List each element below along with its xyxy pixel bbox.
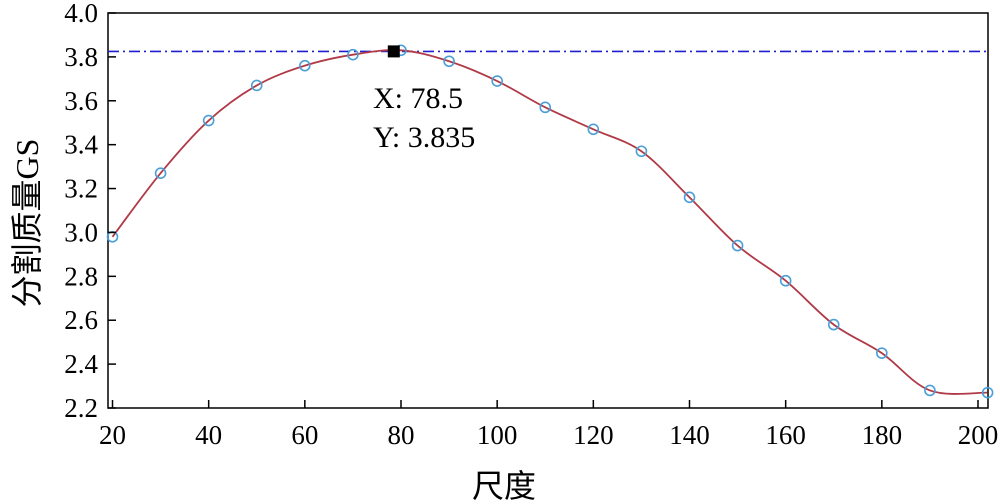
- y-tick-label: 3.2: [64, 174, 98, 204]
- y-tick-label: 4.0: [64, 0, 98, 28]
- data-point: [587, 123, 600, 136]
- data-point: [876, 347, 888, 359]
- y-tick-label: 2.6: [64, 305, 98, 335]
- x-tick-label: 60: [291, 420, 318, 450]
- data-point: [635, 145, 648, 158]
- x-tick-label: 80: [388, 420, 415, 450]
- x-tick-label: 200: [958, 420, 999, 450]
- x-tick-label: 40: [195, 420, 222, 450]
- series-line: [111, 49, 988, 395]
- y-axis-ticks: 4.0 3.8 3.6 3.4 3.2 3.0 2.8 2.6 2.4 2.2: [64, 0, 116, 423]
- annotation-y-label: Y: 3.835: [373, 121, 475, 154]
- data-point: [250, 79, 263, 92]
- x-tick-label: 160: [765, 420, 806, 450]
- data-point: [347, 48, 359, 61]
- data-point: [779, 274, 792, 287]
- y-axis-title: 分割质量GS: [9, 139, 45, 308]
- data-point: [827, 318, 840, 331]
- data-point: [731, 239, 744, 252]
- plot-frame: [107, 12, 989, 409]
- data-point: [539, 101, 552, 114]
- x-tick-label: 20: [99, 420, 126, 450]
- data-point: [981, 386, 994, 399]
- annotation-marker: [387, 45, 400, 58]
- data-point: [299, 59, 311, 72]
- y-tick-label: 3.8: [64, 42, 98, 72]
- data-point: [443, 55, 455, 68]
- data-point: [202, 114, 215, 127]
- y-tick-label: 2.4: [64, 349, 98, 379]
- x-axis-ticks: 20 40 60 80 100 120 140 160 180 200: [99, 400, 998, 450]
- annotation-x-label: X: 78.5: [373, 82, 463, 115]
- data-point: [683, 191, 696, 204]
- plot-border: [107, 12, 989, 409]
- data-point: [154, 167, 167, 179]
- data-point: [924, 384, 936, 397]
- x-axis-title: 尺度: [472, 468, 536, 504]
- y-tick-label: 3.4: [64, 130, 98, 160]
- data-markers: [106, 44, 994, 399]
- y-tick-label: 2.2: [64, 393, 98, 423]
- data-point: [491, 75, 503, 87]
- y-tick-label: 2.8: [64, 261, 98, 291]
- x-tick-label: 180: [862, 420, 903, 450]
- y-tick-label: 3.6: [64, 86, 98, 116]
- x-tick-label: 140: [669, 420, 710, 450]
- x-tick-label: 100: [477, 420, 518, 450]
- y-tick-label: 3.0: [64, 217, 98, 247]
- x-tick-label: 120: [573, 420, 614, 450]
